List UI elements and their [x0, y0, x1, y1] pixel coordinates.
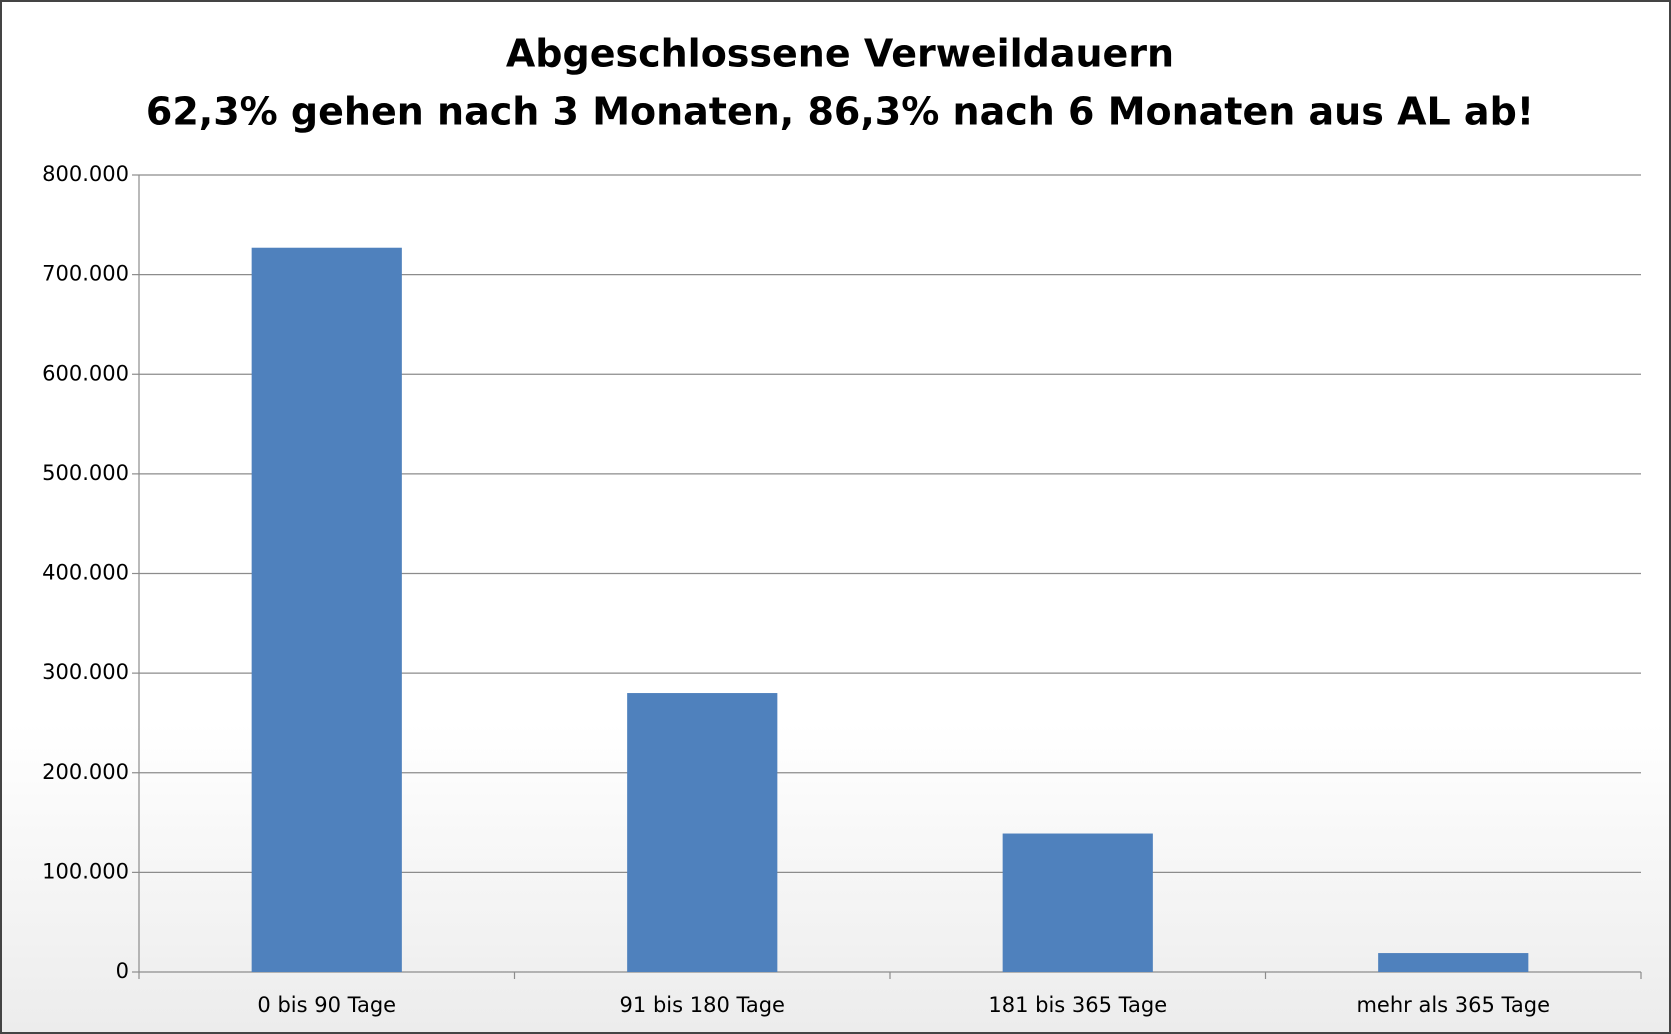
bar [1002, 833, 1153, 972]
chart-subtitle: 62,3% gehen nach 3 Monaten, 86,3% nach 6… [146, 90, 1534, 134]
y-tick-label: 300.000 [42, 660, 129, 684]
y-tick-label: 0 [116, 959, 129, 983]
chart-title: Abgeschlossene Verweildauern [506, 32, 1174, 76]
y-tick-label: 700.000 [42, 262, 129, 286]
y-tick-label: 500.000 [42, 461, 129, 485]
bar [1378, 953, 1529, 972]
x-tick-label: mehr als 365 Tage [1356, 993, 1550, 1017]
bar [251, 247, 402, 972]
y-tick-label: 200.000 [42, 760, 129, 784]
x-tick-label: 91 bis 180 Tage [620, 993, 785, 1017]
x-tick-label: 0 bis 90 Tage [257, 993, 396, 1017]
y-tick-label: 800.000 [42, 162, 129, 186]
y-tick-label: 100.000 [42, 859, 129, 883]
bar [627, 693, 778, 972]
y-tick-label: 400.000 [42, 561, 129, 585]
x-tick-label: 181 bis 365 Tage [988, 993, 1167, 1017]
y-tick-label: 600.000 [42, 361, 129, 385]
